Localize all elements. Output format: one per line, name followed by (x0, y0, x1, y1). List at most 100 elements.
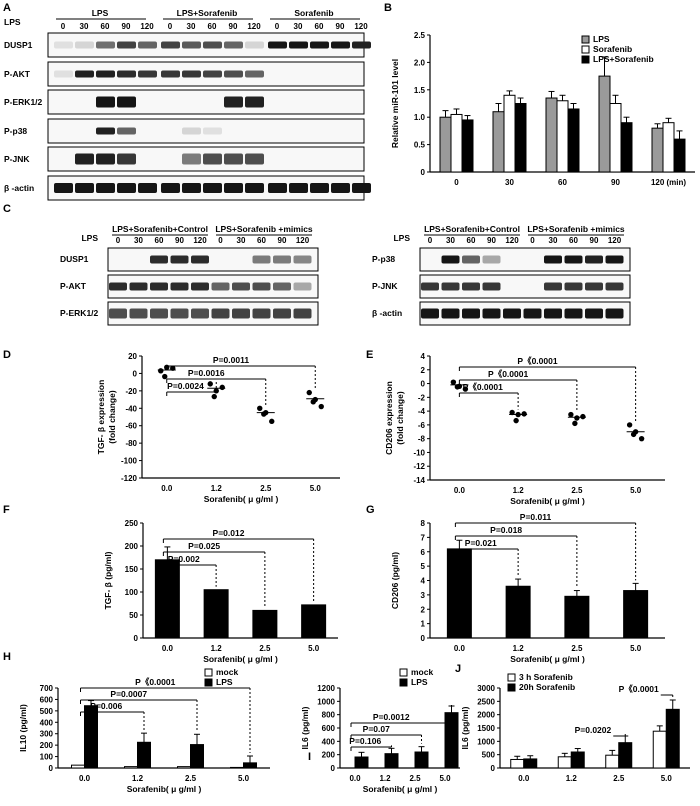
data-point (454, 384, 461, 390)
x-tick-label: 0.0 (349, 774, 361, 783)
time-label-c: 0 (116, 236, 121, 245)
blot-band-a (245, 183, 264, 193)
bar (564, 595, 590, 639)
y-tick-label: 400 (40, 718, 54, 727)
blot-band-a (310, 41, 329, 49)
y-tick-label: 100 (40, 753, 54, 762)
chart-i: 0 200 400 600 800 1000 1200 0.0 1.2 2.5 5.0 IL6 (pg… (300, 667, 460, 794)
legend-label: 20h Sorafenib (519, 682, 575, 692)
x-tick-label: 0.0 (161, 484, 173, 493)
time-label-c: 30 (446, 236, 455, 245)
pvalue-label: P=0.0016 (188, 368, 225, 378)
time-label-c: 90 (590, 236, 599, 245)
y-tick-label: 2 (421, 605, 426, 614)
time-label-a: 0 (61, 22, 66, 31)
bar (252, 609, 278, 639)
blot-band-a (331, 41, 350, 49)
blot-band-a (75, 41, 94, 49)
blot-band-a (75, 70, 94, 78)
time-label-a: 30 (80, 22, 89, 31)
data-point (568, 411, 574, 418)
y-tick-label: 5 (421, 562, 426, 571)
blot-band-c (170, 255, 189, 264)
time-label-c: 60 (257, 236, 266, 245)
bar (557, 756, 572, 769)
y-tick-label: 200 (125, 542, 139, 551)
blot-band-c (585, 282, 603, 291)
bar (570, 751, 585, 769)
blot-band-a (203, 153, 222, 165)
time-label-a: 120 (354, 22, 368, 31)
data-point (574, 415, 580, 421)
time-label-a: 120 (247, 22, 261, 31)
bar (652, 730, 667, 769)
blot-band-c (462, 255, 480, 264)
blot-band-c (564, 255, 583, 264)
time-label-c: 0 (530, 236, 535, 245)
blot-band-a (182, 41, 201, 49)
y-tick-label: 0 (49, 764, 54, 773)
y-tick-label: 0 (491, 764, 496, 773)
data-point (509, 409, 515, 416)
x-axis-title: Sorafenib( μ g/ml ) (127, 784, 202, 794)
y-tick-label: 300 (40, 730, 54, 739)
x-tick-label: 2.5 (259, 644, 271, 653)
lps-label-c: LPS (81, 233, 98, 243)
blot-band-c (564, 308, 583, 319)
group-label-a: LPS+Sorafenib (177, 8, 238, 18)
time-label-a: 90 (336, 22, 345, 31)
bar (154, 559, 180, 639)
blot-band-c (191, 255, 209, 264)
blot-band-a (75, 153, 94, 165)
y-tick-label: 0 (421, 168, 426, 177)
blot-band-a (224, 41, 243, 49)
x-tick-label: 0.0 (79, 774, 91, 783)
blot-row-label-c: P-JNK (372, 281, 398, 291)
y-tick-label: -12 (413, 462, 425, 471)
blot-band-a (182, 153, 201, 165)
x-tick-label: 1.2 (132, 774, 144, 783)
y-tick-label: -14 (413, 476, 425, 485)
y-tick-label: 2.0 (414, 58, 426, 67)
blot-band-a (203, 41, 222, 49)
blot-row-label-c: P-p38 (372, 254, 395, 264)
y-tick-label: 2.5 (414, 31, 426, 40)
pvalue-label: P=0.012 (213, 528, 245, 538)
blot-band-a (203, 183, 222, 193)
blot-band-c (293, 255, 312, 264)
blot-band-c (211, 282, 230, 291)
blot-band-c (252, 308, 271, 319)
blot-band-a (203, 127, 222, 135)
x-axis-title: Sorafenib( μ g/ml ) (510, 654, 585, 664)
data-point (158, 368, 164, 374)
y-tick-label: 2000 (477, 711, 495, 720)
x-tick-label: 90 (611, 178, 620, 187)
group-label-c: LPS+Sorafenib +mimics (215, 224, 313, 234)
legend-swatch (399, 668, 408, 677)
time-label-a: 90 (122, 22, 131, 31)
bar (84, 705, 98, 769)
bar (230, 766, 244, 769)
chart-e: -14 -12 -10 -8 -6 -4 -2 0 2 4 0.0 1.2 2.5 5.0 CD206 ex… (384, 352, 665, 506)
bar (444, 712, 459, 769)
pvalue-label: P=0.0007 (110, 689, 147, 699)
data-point (162, 373, 168, 380)
data-point (630, 431, 637, 438)
chart-b: 0 0.5 1.0 1.5 2.0 2.5 0 30 60 90 120 (min) Relative… (390, 31, 695, 187)
y-tick-label: 800 (322, 711, 336, 720)
bar (618, 742, 633, 769)
blot-band-a (245, 96, 264, 108)
x-tick-label: 2.5 (571, 644, 583, 653)
data-point (521, 411, 527, 417)
pvalue-label: P=0.021 (465, 538, 497, 548)
time-label-a: 30 (187, 22, 196, 31)
x-tick-label: 0 (454, 178, 459, 187)
legend-label: mock (411, 667, 433, 677)
legend-label: Sorafenib (593, 44, 632, 54)
y-axis-title: Relative miR-101 level (390, 59, 400, 148)
data-point (310, 399, 316, 405)
blot-band-c (605, 308, 624, 319)
data-point (572, 420, 578, 427)
bar (203, 589, 229, 639)
legend-swatch (204, 668, 213, 677)
